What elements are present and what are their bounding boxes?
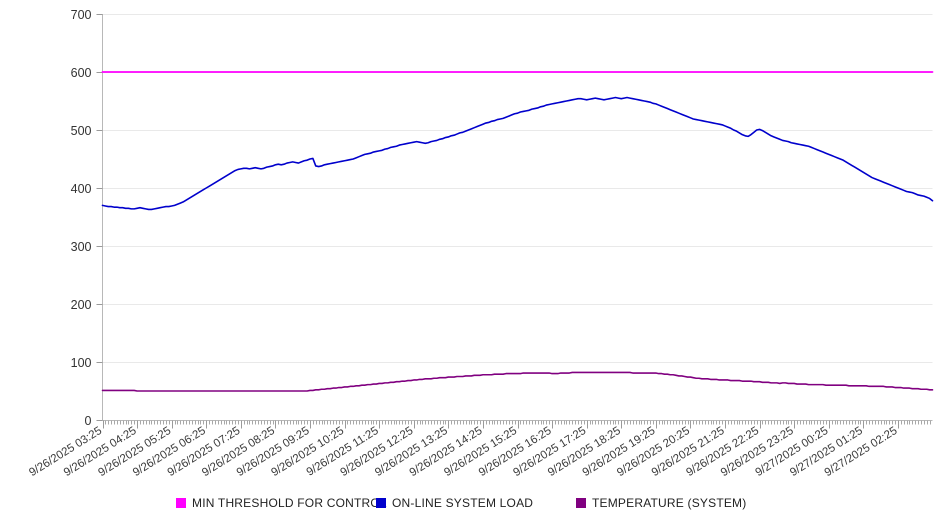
y-axis-label-500: 500 <box>71 124 92 138</box>
legend-item-min-threshold-for-control[interactable]: MIN THRESHOLD FOR CONTROL <box>176 496 387 510</box>
y-axis-label-700: 700 <box>71 8 92 22</box>
x-axis <box>102 420 933 429</box>
y-axis-label-400: 400 <box>71 182 92 196</box>
legend-label-on-line-system-load: ON-LINE SYSTEM LOAD <box>392 496 533 510</box>
legend-label-temperature-system: TEMPERATURE (SYSTEM) <box>592 496 746 510</box>
legend-item-temperature-system[interactable]: TEMPERATURE (SYSTEM) <box>576 496 746 510</box>
y-axis-label-600: 600 <box>71 66 92 80</box>
legend-label-min-threshold-for-control: MIN THRESHOLD FOR CONTROL <box>192 496 387 510</box>
y-axis-label-100: 100 <box>71 356 92 370</box>
y-axis-label-300: 300 <box>71 240 92 254</box>
y-axis-label-0: 0 <box>85 414 92 428</box>
data-series <box>101 71 934 392</box>
legend-swatch-min-threshold-for-control <box>176 498 186 508</box>
chart-legend: MIN THRESHOLD FOR CONTROL ON-LINE SYSTEM … <box>176 496 746 510</box>
legend-swatch-temperature-system <box>576 498 586 508</box>
series-line-on-line-system-load <box>101 96 934 211</box>
legend-swatch-on-line-system-load <box>376 498 386 508</box>
y-axis-label-200: 200 <box>71 298 92 312</box>
legend-item-on-line-system-load[interactable]: ON-LINE SYSTEM LOAD <box>376 496 533 510</box>
series-line-temperature-system <box>101 371 934 392</box>
y-axis: 0 100 200 300 400 500 600 700 <box>71 8 103 428</box>
